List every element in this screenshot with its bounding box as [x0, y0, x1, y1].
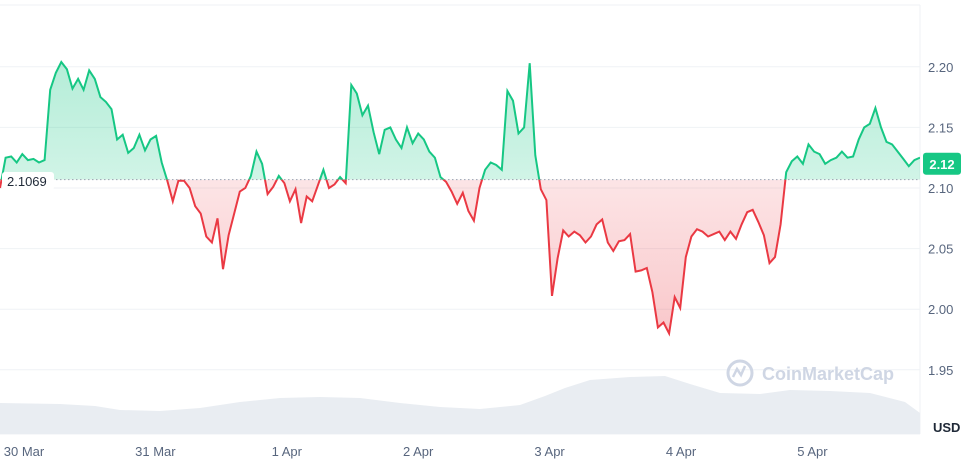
watermark: CoinMarketCap — [726, 359, 894, 387]
price-line-below-reference — [0, 179, 787, 337]
area-below-reference — [0, 179, 786, 334]
y-tick-label: 2.10 — [928, 181, 953, 196]
reference-price-text: 2.1069 — [7, 174, 47, 189]
price-line-above-reference — [0, 60, 920, 180]
x-tick-label: 3 Apr — [534, 444, 565, 459]
x-tick-label: 2 Apr — [403, 444, 434, 459]
x-tick-label: 4 Apr — [666, 444, 697, 459]
watermark-text: CoinMarketCap — [762, 364, 894, 384]
last-price-badge: 2.12 — [923, 152, 961, 175]
y-tick-label: 2.15 — [928, 120, 953, 135]
x-axis-ticks: 30 Mar 31 Mar 1 Apr 2 Apr 3 Apr 4 Apr 5 Apr — [4, 444, 828, 459]
x-tick-label: 30 Mar — [4, 444, 45, 459]
coinmarketcap-logo-icon — [726, 359, 754, 387]
last-price-text: 2.12 — [929, 157, 954, 172]
x-tick-label: 5 Apr — [797, 444, 828, 459]
area-above-reference — [0, 62, 920, 180]
y-tick-label: 1.95 — [928, 363, 953, 378]
x-tick-label: 1 Apr — [272, 444, 303, 459]
x-tick-label: 31 Mar — [135, 444, 176, 459]
reference-price-label: 2.1069 — [2, 172, 54, 190]
y-tick-label: 2.00 — [928, 302, 953, 317]
y-tick-label: 2.05 — [928, 242, 953, 257]
y-axis-ticks: 2.20 2.15 2.10 2.05 2.00 1.95 — [928, 60, 953, 378]
y-tick-label: 2.20 — [928, 60, 953, 75]
grid-lines — [0, 4, 921, 435]
volume-area — [0, 376, 920, 434]
y-axis-unit: USD — [933, 420, 960, 435]
